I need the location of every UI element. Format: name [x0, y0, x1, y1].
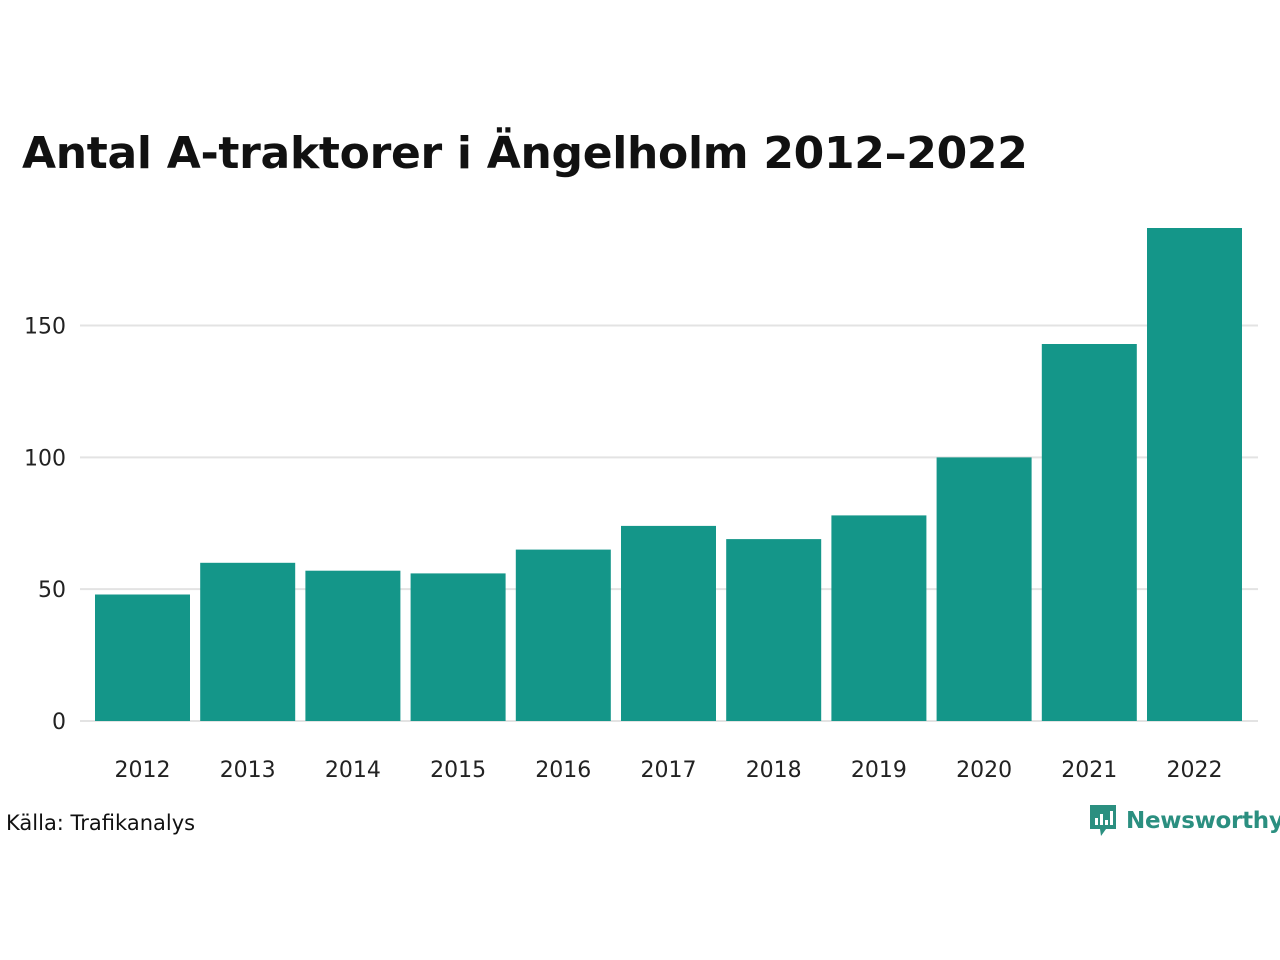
x-tick-label: 2013 — [220, 758, 276, 783]
y-tick-label: 0 — [52, 710, 66, 735]
bar-2015 — [410, 573, 506, 721]
x-tick-label: 2018 — [746, 758, 802, 783]
bar-2013 — [200, 562, 296, 721]
x-tick-label: 2015 — [430, 758, 486, 783]
x-tick-label: 2020 — [956, 758, 1012, 783]
x-tick-label: 2017 — [641, 758, 697, 783]
chart-title: Antal A-traktorer i Ängelholm 2012–2022 — [22, 128, 1028, 179]
bar-2020 — [936, 457, 1032, 721]
y-tick-label: 50 — [38, 578, 66, 603]
x-tick-label: 2014 — [325, 758, 381, 783]
bar-2014 — [305, 570, 401, 721]
bar-2018 — [726, 539, 822, 721]
brand-name: Newsworthy — [1126, 808, 1280, 834]
bars — [95, 228, 1242, 721]
y-tick-label: 100 — [24, 446, 66, 471]
newsworthy-logo-icon — [1090, 805, 1116, 836]
y-axis-ticks: 0 50 100 150 — [24, 315, 66, 735]
x-axis-ticks: 2012 2013 2014 2015 2016 2017 2018 2019 2020 2021… — [115, 758, 1223, 783]
y-tick-label: 150 — [24, 315, 66, 340]
bar-2021 — [1041, 344, 1137, 721]
bar-2022 — [1147, 228, 1242, 721]
brand-logo[interactable]: Newsworthy — [1088, 803, 1280, 839]
x-tick-label: 2016 — [535, 758, 591, 783]
x-tick-label: 2019 — [851, 758, 907, 783]
x-tick-label: 2022 — [1167, 758, 1223, 783]
x-tick-label: 2012 — [115, 758, 171, 783]
x-tick-label: 2021 — [1061, 758, 1117, 783]
source-note: Källa: Trafikanalys — [6, 811, 196, 835]
bar-2016 — [515, 549, 611, 721]
bar-2012 — [95, 594, 190, 721]
bar-2017 — [621, 525, 716, 721]
bar-2019 — [831, 515, 927, 721]
